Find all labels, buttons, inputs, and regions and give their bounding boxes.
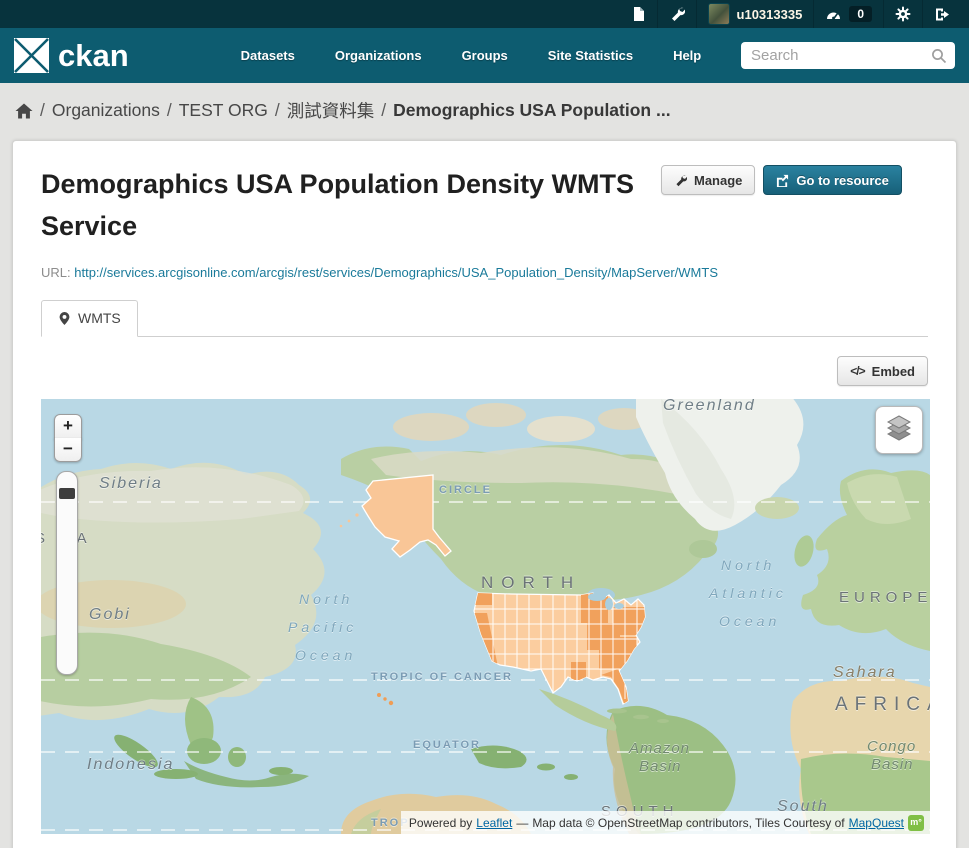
user-menu[interactable]: u10313335 — [695, 0, 814, 28]
map-label: Greenland — [663, 399, 756, 414]
breadcrumb-org[interactable]: TEST ORG — [178, 100, 268, 120]
map-label: Basin — [871, 756, 914, 773]
nav-menu: Datasets Organizations Groups Site Stati… — [241, 48, 702, 63]
resource-card: Demographics USA Population Density WMTS… — [12, 140, 957, 848]
action-buttons: Manage Go to resource — [661, 165, 902, 195]
go-to-resource-button[interactable]: Go to resource — [763, 165, 902, 195]
attribution-map-data: Map data © OpenStreetMap contributors, T… — [532, 815, 845, 830]
ckan-logo-icon — [14, 38, 49, 73]
drafts-button[interactable] — [620, 0, 657, 28]
account-bar: u10313335 0 — [0, 0, 969, 28]
tab-wmts[interactable]: WMTS — [41, 300, 138, 337]
nav-item-organizations[interactable]: Organizations — [334, 48, 422, 63]
breadcrumb: / Organizations / TEST ORG / 測試資料集 / Dem… — [0, 83, 969, 140]
map-label: Ocean — [719, 613, 781, 629]
attribution-dash: — — [516, 815, 529, 830]
page-title: Demographics USA Population Density WMTS… — [41, 169, 635, 241]
resource-url-link[interactable]: http://services.arcgisonline.com/arcgis/… — [74, 265, 718, 280]
zoom-slider-handle[interactable] — [59, 488, 75, 499]
home-icon[interactable] — [15, 103, 33, 119]
breadcrumb-organizations[interactable]: Organizations — [51, 100, 160, 120]
mapquest-link[interactable]: MapQuest — [848, 815, 904, 830]
wrench-icon — [671, 7, 685, 21]
embed-label: Embed — [871, 363, 915, 379]
breadcrumb-current: Demographics USA Population ... — [393, 100, 671, 120]
nav-item-site-statistics[interactable]: Site Statistics — [547, 48, 634, 63]
sysadmin-button[interactable] — [656, 0, 696, 28]
wrench-icon — [676, 174, 687, 186]
map-label: AFRICA — [835, 694, 930, 715]
map-label: Ocean — [295, 647, 357, 663]
dashboard-icon — [827, 12, 841, 19]
breadcrumb-separator: / — [40, 100, 45, 120]
attribution-powered-by: Powered by — [408, 815, 473, 830]
card-header: Demographics USA Population Density WMTS… — [41, 157, 928, 247]
external-link-icon — [777, 174, 789, 187]
sign-out-icon — [936, 8, 949, 20]
map-pin-icon — [59, 311, 70, 325]
nav-item-help[interactable]: Help — [673, 48, 702, 63]
map-label: Basin — [639, 758, 682, 775]
search-input[interactable] — [741, 42, 955, 69]
zoom-slider[interactable] — [56, 471, 78, 675]
go-to-resource-label: Go to resource — [796, 172, 889, 188]
breadcrumb-separator: / — [166, 100, 172, 120]
code-icon: </> — [850, 364, 865, 378]
document-icon — [633, 7, 644, 21]
leaflet-link[interactable]: Leaflet — [476, 815, 513, 830]
manage-button[interactable]: Manage — [661, 165, 756, 195]
notification-badge: 0 — [849, 6, 872, 22]
breadcrumb-dataset[interactable]: 測試資料集 — [286, 101, 375, 121]
leaflet-map[interactable]: GreenlandSiberiaS I ACIRCLEGobiNorthPaci… — [41, 399, 930, 834]
tab-wmts-label: WMTS — [78, 310, 121, 326]
zoom-out-button[interactable]: − — [54, 438, 82, 462]
nav-item-groups[interactable]: Groups — [461, 48, 508, 63]
map-label: Gobi — [89, 606, 131, 623]
gear-icon — [895, 6, 911, 22]
layers-control[interactable] — [875, 406, 923, 454]
avatar — [707, 3, 730, 25]
username: u10313335 — [736, 6, 803, 22]
url-label: URL: — [41, 265, 71, 280]
map-label: Siberia — [99, 475, 163, 492]
brand-name: ckan — [58, 38, 129, 73]
map-label: North — [721, 557, 776, 573]
map-label: Sahara — [833, 664, 897, 681]
map-label: Atlantic — [709, 585, 787, 601]
dashboard-button[interactable]: 0 — [813, 0, 883, 28]
view-tabs: WMTS — [41, 300, 928, 337]
map-label: South — [777, 798, 829, 815]
logout-button[interactable] — [922, 0, 961, 28]
embed-row: </> Embed — [41, 356, 928, 386]
manage-label: Manage — [694, 172, 743, 188]
search-icon[interactable] — [931, 48, 947, 64]
map-label: EUROPE — [839, 589, 930, 606]
map-label: Amazon — [629, 740, 691, 757]
layers-icon — [886, 415, 912, 441]
map-label: Congo — [867, 738, 917, 755]
nav-item-datasets[interactable]: Datasets — [240, 48, 295, 63]
map-label: North — [299, 591, 354, 607]
ckan-logo[interactable]: ckan — [14, 38, 129, 73]
map-label: TROP — [371, 817, 410, 829]
map-label: NORTH — [481, 573, 582, 592]
map-attribution: Powered by Leaflet — Map data © OpenStre… — [400, 811, 930, 834]
navbar: ckan Datasets Organizations Groups Site … — [0, 28, 969, 83]
breadcrumb-separator: / — [381, 100, 387, 120]
map-label: CIRCLE — [439, 484, 492, 496]
map-label: Pacific — [288, 619, 358, 635]
embed-button[interactable]: </> Embed — [837, 356, 928, 386]
map-label: TROPIC OF CANCER — [371, 671, 513, 683]
zoom-in-button[interactable]: + — [54, 414, 82, 439]
site-search — [741, 42, 955, 69]
resource-url-line: URL: http://services.arcgisonline.com/ar… — [41, 265, 928, 280]
breadcrumb-separator: / — [274, 100, 280, 120]
mapquest-logo-icon: m° — [908, 814, 924, 831]
settings-button[interactable] — [883, 0, 922, 28]
map-label: Indonesia — [87, 756, 175, 773]
map-label: EQUATOR — [413, 739, 481, 751]
